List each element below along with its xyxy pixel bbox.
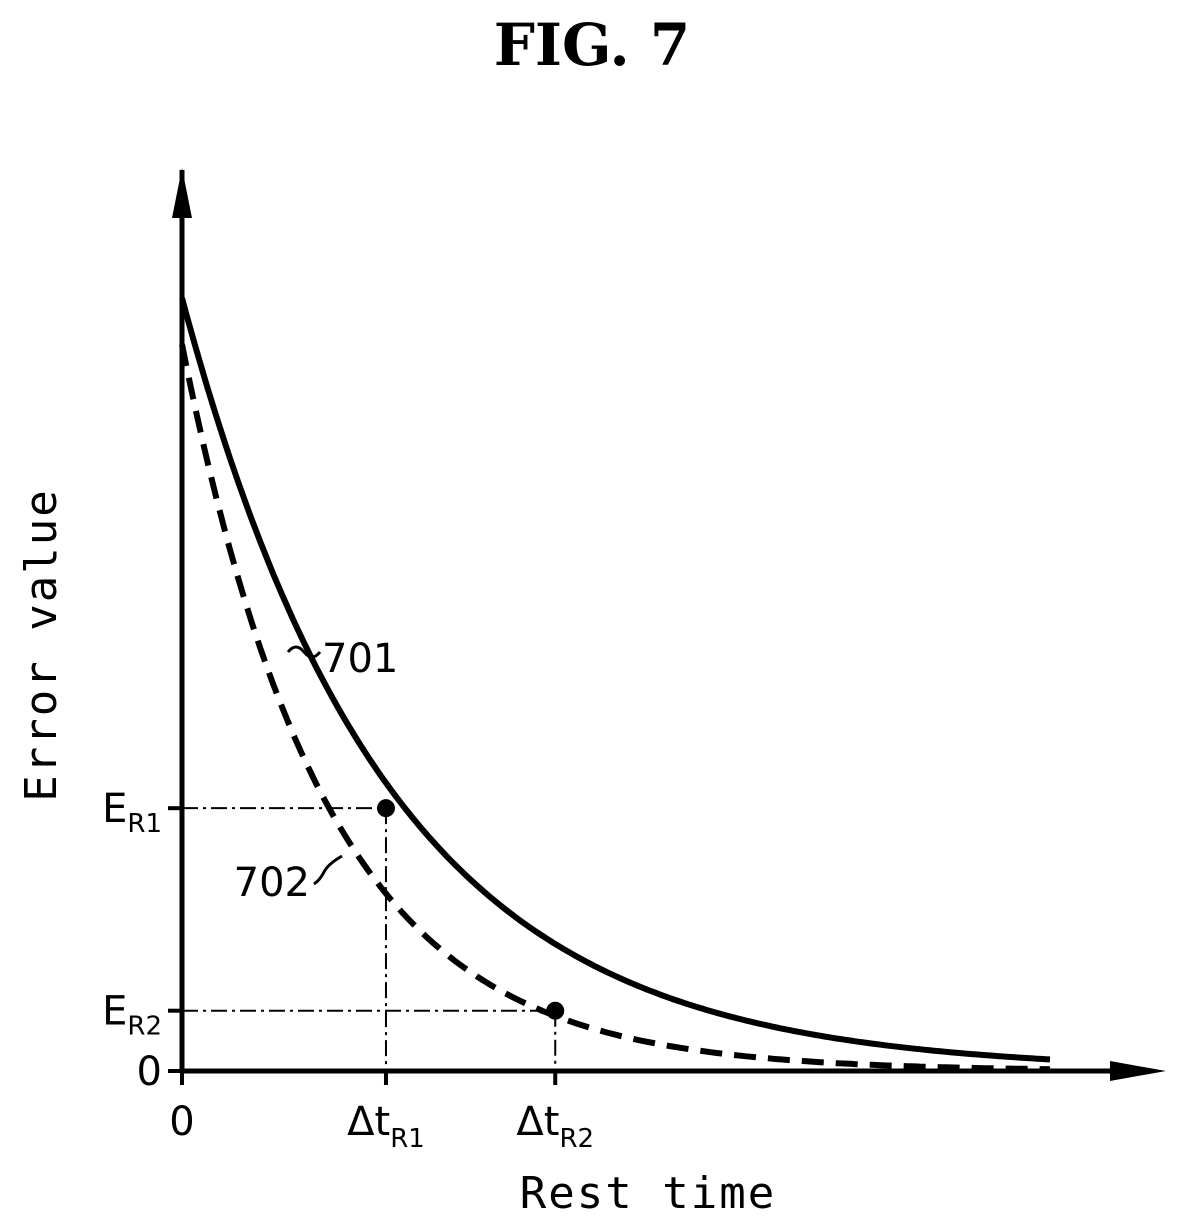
y-tick-label: ER2 [102,989,162,1042]
guide-lines [182,807,557,1071]
series-label-702: 702 [234,860,310,906]
point-701 [376,799,395,818]
series-label-701: 701 [322,636,398,682]
axis-ticks: 0 ΔtR1 ΔtR2 0 ER1 ER2 [102,786,594,1154]
x-tick-label: ΔtR2 [516,1099,594,1154]
y-axis-arrow-icon [172,168,192,218]
x-tick-label: ΔtR1 [347,1099,425,1154]
point-702 [546,1001,565,1020]
leader-702 [313,854,343,886]
leader-701 [286,645,322,659]
marked-points [376,799,565,1020]
x-axis-title: Rest time [520,1168,776,1219]
y-axis-title: Error value [16,488,67,801]
series-labels: 701 702 [234,636,399,906]
figure-title: FIG. 7 [494,11,691,79]
x-axis-arrow-icon [1110,1061,1166,1081]
y-tick-label: 0 [137,1049,162,1095]
y-tick-label: ER1 [102,786,162,839]
curve-702 [179,343,1051,1073]
x-tick-label: 0 [169,1099,194,1145]
curve-701 [179,297,1051,1063]
curves [179,297,1051,1073]
